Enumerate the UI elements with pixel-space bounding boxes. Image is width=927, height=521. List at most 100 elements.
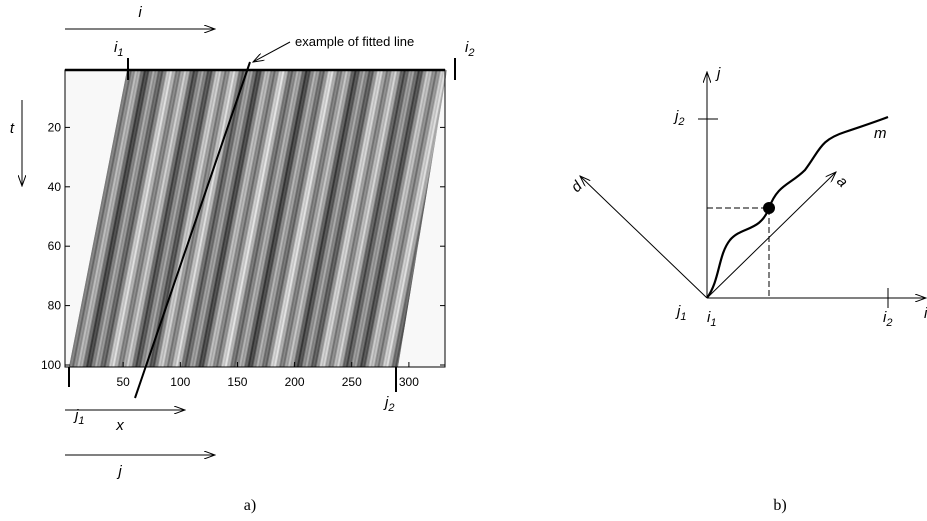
stripe xyxy=(287,70,347,367)
stripe xyxy=(149,70,209,367)
stripe xyxy=(289,70,349,367)
stripe xyxy=(278,70,339,367)
stripe xyxy=(366,70,426,367)
stripe xyxy=(385,70,445,367)
stripe xyxy=(91,70,151,367)
stripe xyxy=(337,70,397,367)
stripe xyxy=(372,70,433,367)
stripe xyxy=(446,70,447,367)
stripe xyxy=(342,70,402,367)
stripe xyxy=(77,70,137,367)
stripe xyxy=(353,70,414,367)
stripe xyxy=(232,70,292,367)
stripe xyxy=(294,70,354,367)
stripe xyxy=(371,70,432,367)
stripe xyxy=(220,70,281,367)
y-tick-label: 60 xyxy=(48,239,62,253)
stripe xyxy=(161,70,221,367)
stripe xyxy=(241,70,302,367)
x-tick-label: 100 xyxy=(170,375,190,389)
stripe xyxy=(373,70,434,367)
stripe xyxy=(270,70,330,367)
stripe xyxy=(119,70,179,367)
stripe xyxy=(84,70,144,367)
stripe xyxy=(326,70,386,367)
j1-label: j1 xyxy=(73,407,84,427)
stripe xyxy=(332,70,393,367)
stripe xyxy=(300,70,360,367)
stripe xyxy=(275,70,335,367)
j2-main: j xyxy=(383,394,389,411)
stripe xyxy=(379,70,439,367)
stripe xyxy=(129,70,189,367)
stripe xyxy=(72,70,132,367)
stripe xyxy=(218,70,279,367)
stripe xyxy=(254,70,314,367)
stripe xyxy=(193,70,253,367)
stripe xyxy=(288,70,348,367)
stripe xyxy=(194,70,254,367)
stripe xyxy=(82,70,142,367)
stripe xyxy=(442,70,447,367)
stripe xyxy=(142,70,203,367)
stripe xyxy=(454,70,512,367)
i2-sub: 2 xyxy=(467,47,474,59)
stripe xyxy=(94,70,154,367)
stripe xyxy=(252,70,312,367)
stripe xyxy=(261,70,321,367)
stripe xyxy=(230,70,290,367)
stripe xyxy=(381,70,441,367)
stripe xyxy=(87,70,148,367)
stripe xyxy=(126,70,187,367)
stripe xyxy=(455,70,513,367)
stripe xyxy=(341,70,401,367)
stripe xyxy=(148,70,208,367)
stripe xyxy=(244,70,304,367)
y-tick-label: 40 xyxy=(48,180,62,194)
curve-m xyxy=(706,115,889,299)
projection-lines xyxy=(707,207,770,298)
stripe xyxy=(324,70,384,367)
stripe xyxy=(143,70,204,367)
stripe xyxy=(273,70,333,367)
stripe xyxy=(345,70,405,367)
stripe xyxy=(177,70,237,367)
stripe xyxy=(277,70,338,367)
stripe xyxy=(235,70,295,367)
stripe xyxy=(317,70,378,367)
stripe xyxy=(114,70,174,367)
stripe xyxy=(313,70,374,367)
stripe xyxy=(266,70,326,367)
stripe xyxy=(240,70,301,367)
stripe xyxy=(280,70,340,367)
stripe xyxy=(376,70,436,367)
stripe xyxy=(247,70,307,367)
stripe xyxy=(179,70,239,367)
stripe xyxy=(301,70,361,367)
stripe xyxy=(271,70,331,367)
stripe xyxy=(128,70,188,367)
x-label: x xyxy=(115,417,124,434)
stripe xyxy=(388,70,447,367)
stripe xyxy=(325,70,385,367)
stripe xyxy=(117,70,177,367)
stripe xyxy=(452,70,510,367)
stripe xyxy=(153,70,213,367)
stripe xyxy=(456,70,514,367)
stripe xyxy=(112,70,172,367)
stripe xyxy=(348,70,408,367)
stripe xyxy=(330,70,390,367)
x-tick-label: 50 xyxy=(116,375,130,389)
stripe xyxy=(264,70,324,367)
stripe xyxy=(275,70,336,367)
stripe xyxy=(231,70,291,367)
annotation: example of fitted line xyxy=(295,34,414,49)
x-tick-label: 250 xyxy=(342,375,362,389)
y-tick-label: 100 xyxy=(41,358,61,372)
stripe xyxy=(215,70,275,367)
stripe xyxy=(201,70,262,367)
stripe xyxy=(161,70,222,367)
stripe xyxy=(209,70,269,367)
i2-label: i2 xyxy=(465,39,474,59)
stripe xyxy=(175,70,235,367)
